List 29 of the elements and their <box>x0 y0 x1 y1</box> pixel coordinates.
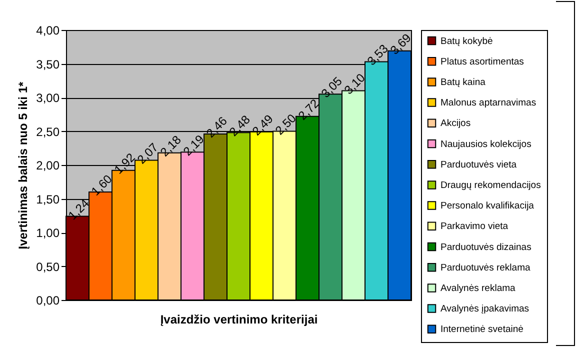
legend-label: Platus asortimentas <box>440 56 524 68</box>
y-tick-label: 1,00 <box>36 226 60 240</box>
legend-label: Malonus aptarnavimas <box>440 98 536 109</box>
y-tick-label: 3,00 <box>36 91 60 105</box>
legend-label: Avalynės reklama <box>440 282 516 294</box>
y-tick-label: 2,50 <box>36 124 60 139</box>
legend-label: Personalo kvalifikacija <box>440 200 535 212</box>
x-axis-title: Įvaizdžio vertinimo kriterijai <box>160 312 318 326</box>
legend-label: Naujausios kolekcijos <box>440 138 532 150</box>
y-tick-label: 2,00 <box>36 158 60 172</box>
y-tick-label: 3,50 <box>36 57 60 72</box>
legend-label: Draugų rekomendacijos <box>440 180 542 191</box>
data-label: 3,10 <box>341 70 368 98</box>
y-tick-label: 0,50 <box>36 260 60 274</box>
data-label: 1,24 <box>65 196 92 223</box>
y-tick-label: 0,00 <box>36 294 60 308</box>
legend-label: Internetinė svetainė <box>440 324 524 336</box>
legend-label: Batų kaina <box>440 76 486 88</box>
data-label: 3,69 <box>387 30 414 58</box>
y-tick-label: 1,50 <box>36 192 60 206</box>
legend-label: Parkavimo vieta <box>440 221 509 232</box>
y-tick-label: 4,00 <box>36 24 60 38</box>
legend-label: Parduotuvės vieta <box>440 159 518 170</box>
legend-label: Avalynės įpakavimas <box>440 304 530 315</box>
legend-label: Parduotuvės dizainas <box>440 242 532 253</box>
legend-label: Batų kokybė <box>440 36 493 47</box>
legend-label: Akcijos <box>440 118 471 130</box>
legend-label: Parduotuvės reklama <box>440 262 531 274</box>
y-axis-title: Įvertinimas balais nuo 5 iki 1* <box>16 81 30 250</box>
